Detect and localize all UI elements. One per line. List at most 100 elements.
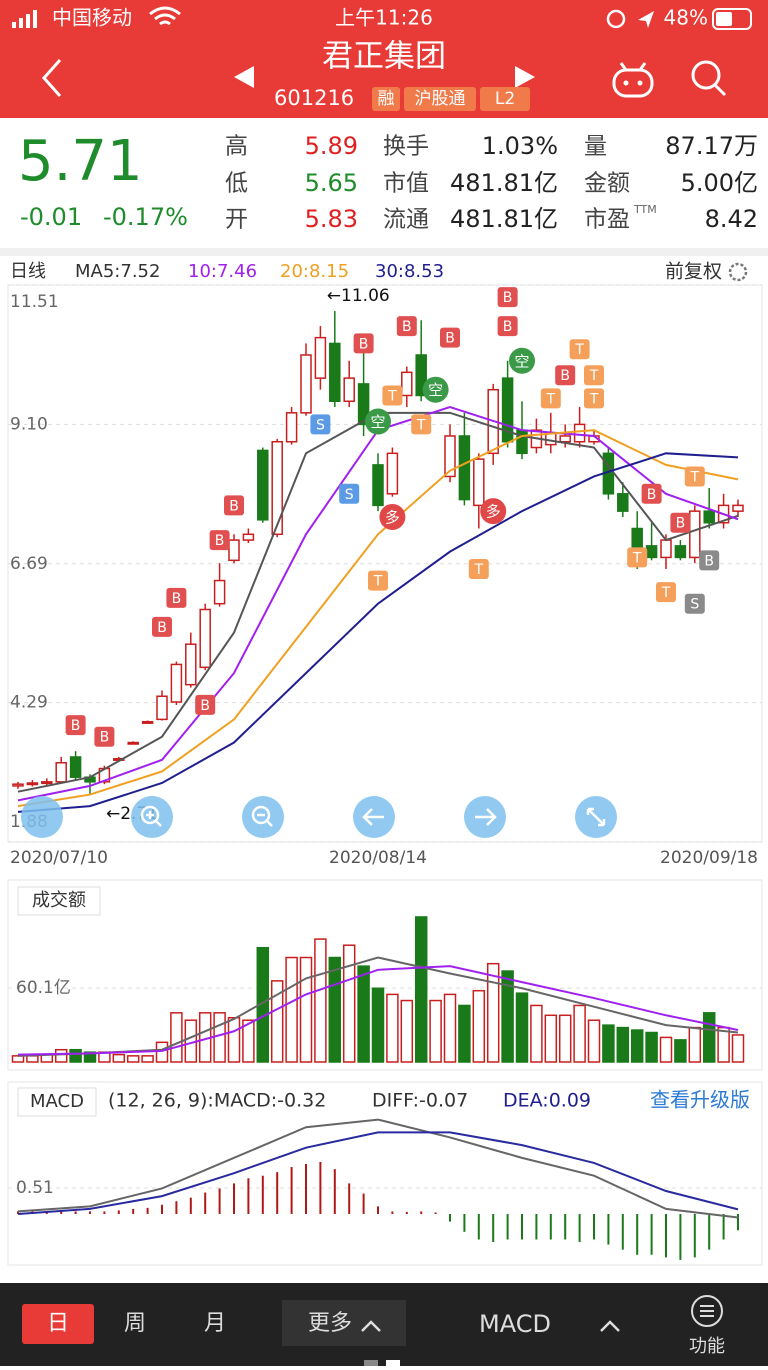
- stat-label: 高: [225, 134, 248, 160]
- signal-label: T: [387, 388, 397, 404]
- prev-stock[interactable]: [234, 66, 254, 88]
- volume-bar: [299, 956, 313, 1063]
- stat-label: 市盈: [584, 207, 630, 233]
- function-label[interactable]: 功能: [689, 1336, 725, 1357]
- adjust-mode[interactable]: 前复权: [665, 261, 722, 283]
- signal-label: B: [215, 533, 225, 549]
- volume-bar: [328, 956, 342, 1063]
- signal-label: B: [71, 718, 81, 734]
- signal-marker: [555, 365, 576, 386]
- volume-bar: [242, 1019, 255, 1063]
- candle-body: [285, 412, 298, 443]
- volume-bar: [602, 1024, 615, 1063]
- candle-body: [372, 464, 384, 507]
- volume-bar: [587, 1019, 601, 1063]
- signal-label: B: [157, 620, 167, 636]
- volume-bar: [270, 980, 284, 1063]
- signal-marker: [224, 495, 244, 516]
- candle-body: [257, 449, 269, 521]
- signal-label: B: [503, 290, 513, 306]
- volume-bar: [443, 993, 457, 1063]
- candle-body: [300, 354, 312, 414]
- signal-label: T: [474, 562, 484, 578]
- candle-body: [660, 539, 672, 559]
- volume-bar: [414, 916, 428, 1063]
- signal-marker: [310, 414, 331, 435]
- signal-marker: [641, 483, 662, 504]
- signal-label: B: [503, 319, 513, 335]
- back-button[interactable]: [41, 59, 62, 97]
- signal-label: T: [690, 469, 700, 485]
- price-change-pct: -0.17%: [103, 203, 188, 231]
- upgrade-link[interactable]: 查看升级版: [650, 1088, 750, 1112]
- signal-label: 多: [385, 508, 400, 526]
- signal-label: S: [316, 417, 325, 433]
- volume-bar: [674, 1039, 687, 1063]
- signal-marker: [468, 558, 489, 579]
- stat-value: 5.00亿: [681, 169, 758, 197]
- signal-label: 多: [486, 503, 501, 521]
- stat-value: 5.83: [305, 205, 358, 233]
- more-tab-bg: [282, 1300, 406, 1346]
- indicator-button[interactable]: MACD: [479, 1310, 551, 1338]
- stat-label: 量: [584, 134, 607, 160]
- signal-marker: [440, 327, 460, 348]
- stat-value: 481.81亿: [450, 205, 558, 233]
- function-icon[interactable]: [691, 1295, 723, 1327]
- signal-label: B: [676, 516, 686, 532]
- stat-value: 1.03%: [482, 132, 558, 160]
- period-tab[interactable]: 周: [124, 1311, 146, 1336]
- badge-bg: [480, 87, 530, 111]
- average-line: [17, 1131, 739, 1215]
- volume-bar: [429, 999, 442, 1063]
- robot-icon[interactable]: [612, 62, 654, 98]
- signal-marker: [195, 694, 216, 715]
- stat-value: 8.42: [705, 205, 758, 233]
- period-tab[interactable]: 日: [47, 1311, 69, 1336]
- signal-icon: [12, 10, 37, 28]
- more-chevron: [361, 1320, 381, 1332]
- signal-label: S: [345, 487, 354, 503]
- panel-title-bg: [17, 1087, 97, 1117]
- volume-bar: [659, 1036, 673, 1063]
- settings-icon[interactable]: [728, 262, 748, 282]
- period-label: 日线: [10, 261, 46, 282]
- zoom-in-button[interactable]: [131, 796, 173, 838]
- stock-name: 君正集团: [322, 39, 446, 75]
- next-stock[interactable]: [515, 66, 535, 88]
- volume-bar: [112, 1053, 126, 1063]
- volume-bar: [69, 1048, 82, 1063]
- indicator-chevron[interactable]: [600, 1320, 620, 1332]
- panel-title: MACD: [30, 1091, 84, 1112]
- signal-label: T: [661, 585, 671, 601]
- signal-marker: [670, 512, 691, 533]
- clock: 上午11:26: [335, 6, 433, 30]
- signal-label: B: [402, 319, 412, 335]
- candle-body: [401, 371, 413, 397]
- signal-marker: [65, 715, 86, 736]
- signal-label: B: [229, 498, 239, 514]
- signal-marker: [382, 385, 403, 406]
- volume-bar: [702, 1012, 716, 1063]
- signal-marker: [540, 388, 561, 409]
- control-glyphs: [140, 805, 606, 827]
- full-button[interactable]: [21, 796, 63, 838]
- volume-bar: [213, 1012, 226, 1063]
- badge-bg: [372, 87, 400, 111]
- volume-bar: [458, 1004, 471, 1063]
- battery-icon: [712, 8, 752, 30]
- indicator-label: (12, 26, 9):MACD:-0.32: [108, 1090, 326, 1112]
- zoom-out-button[interactable]: [242, 796, 284, 838]
- candle-body: [199, 608, 211, 669]
- volume-bar: [357, 965, 370, 1063]
- period-tab[interactable]: 月: [204, 1311, 226, 1336]
- search-icon[interactable]: [691, 60, 727, 97]
- candle-body: [55, 762, 67, 783]
- candle-body: [156, 695, 168, 721]
- volume-bar: [486, 962, 500, 1063]
- period-tab[interactable]: 更多: [308, 1311, 352, 1336]
- signal-marker: [94, 726, 115, 747]
- wifi-icon: [149, 6, 181, 26]
- stat-value: 481.81亿: [450, 169, 558, 197]
- signal-marker: [339, 483, 360, 504]
